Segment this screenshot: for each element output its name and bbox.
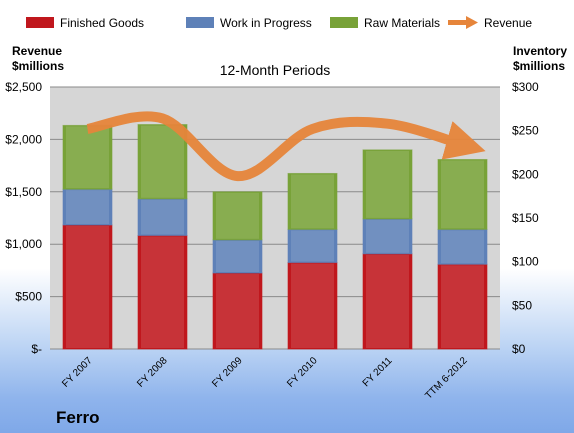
plot-area (50, 87, 500, 349)
legend-label: Revenue (484, 16, 532, 30)
right-tick-label: $100 (512, 255, 539, 269)
bar-work-in-progress (437, 228, 488, 265)
legend-swatch (330, 17, 358, 28)
right-axis-title: Inventory (513, 44, 567, 58)
bar-highlight (66, 225, 109, 348)
bar-finished-goods (62, 224, 113, 350)
revenue-line-group (86, 111, 486, 182)
bar-work-in-progress (137, 198, 188, 236)
bar-finished-goods (437, 263, 488, 350)
bars (62, 124, 488, 350)
left-tick-label: $1,500 (5, 185, 42, 199)
legend-item-raw-materials: Raw Materials (330, 16, 440, 30)
chart-title: 12-Month Periods (220, 62, 331, 78)
legend-label: Work in Progress (220, 16, 312, 30)
bar-highlight (141, 236, 184, 348)
bar-highlight (366, 219, 409, 253)
bar-highlight (141, 199, 184, 235)
left-tick-label: $- (31, 342, 42, 356)
bar-highlight (366, 150, 409, 218)
left-tick-label: $500 (15, 290, 42, 304)
bar-highlight (441, 265, 484, 348)
bar-highlight (66, 190, 109, 224)
bar-work-in-progress (212, 239, 263, 274)
bar-highlight (441, 160, 484, 229)
bar-highlight (216, 192, 259, 239)
bar-raw-materials (437, 158, 488, 230)
bar-raw-materials (362, 149, 413, 220)
legend-item-finished-goods: Finished Goods (26, 16, 144, 30)
bar-highlight (216, 274, 259, 348)
right-tick-label: $150 (512, 211, 539, 225)
bar-raw-materials (212, 191, 263, 241)
company-name: Ferro (56, 408, 99, 427)
right-axis-ticks: $0 $50 $100 $150 $200 $250 $300 (512, 80, 539, 356)
bar-highlight (441, 230, 484, 264)
bar-raw-materials (137, 124, 188, 200)
x-tick-label: FY 2010 (285, 355, 320, 390)
bar-highlight (291, 263, 334, 348)
x-tick-label: FY 2008 (135, 355, 170, 390)
left-axis-title: $millions (12, 59, 64, 73)
legend-label: Raw Materials (364, 16, 440, 30)
legend: Finished Goods Work in Progress Raw Materi… (26, 16, 532, 30)
legend-item-revenue: Revenue (448, 16, 532, 30)
left-axis-ticks: $- $500 $1,000 $1,500 $2,000 $2,500 (5, 80, 42, 356)
bar-finished-goods (362, 253, 413, 350)
revenue-line (86, 111, 486, 182)
right-axis-title: $millions (513, 59, 565, 73)
left-tick-label: $1,000 (5, 237, 42, 251)
right-tick-label: $200 (512, 167, 539, 181)
legend-item-work-in-progress: Work in Progress (186, 16, 312, 30)
x-tick-label: FY 2011 (361, 355, 395, 389)
bar-work-in-progress (362, 218, 413, 255)
left-axis-title: Revenue (12, 44, 62, 58)
x-tick-label: FY 2007 (60, 355, 95, 390)
bar-highlight (291, 174, 334, 229)
bar-raw-materials (62, 124, 113, 190)
right-tick-label: $250 (512, 124, 539, 138)
bar-highlight (216, 240, 259, 273)
right-tick-label: $300 (512, 80, 539, 94)
legend-arrow-icon (466, 16, 478, 29)
bar-highlight (141, 125, 184, 198)
bar-raw-materials (287, 172, 338, 230)
right-tick-label: $0 (512, 342, 526, 356)
legend-swatch (26, 17, 54, 28)
x-axis-ticks: FY 2007 FY 2008 FY 2009 FY 2010 FY 2011 TTM 6… (60, 355, 470, 402)
gridlines (50, 86, 500, 350)
x-tick-label: TTM 6-2012 (423, 355, 470, 402)
legend-label: Finished Goods (60, 16, 144, 30)
bar-finished-goods (212, 272, 263, 350)
right-tick-label: $50 (512, 298, 532, 312)
bar-highlight (66, 126, 109, 189)
x-tick-label: FY 2009 (210, 355, 245, 390)
legend-swatch (186, 17, 214, 28)
left-tick-label: $2,000 (5, 132, 42, 146)
bar-finished-goods (137, 234, 188, 350)
bar-highlight (291, 230, 334, 262)
left-tick-label: $2,500 (5, 80, 42, 94)
bar-highlight (366, 254, 409, 348)
